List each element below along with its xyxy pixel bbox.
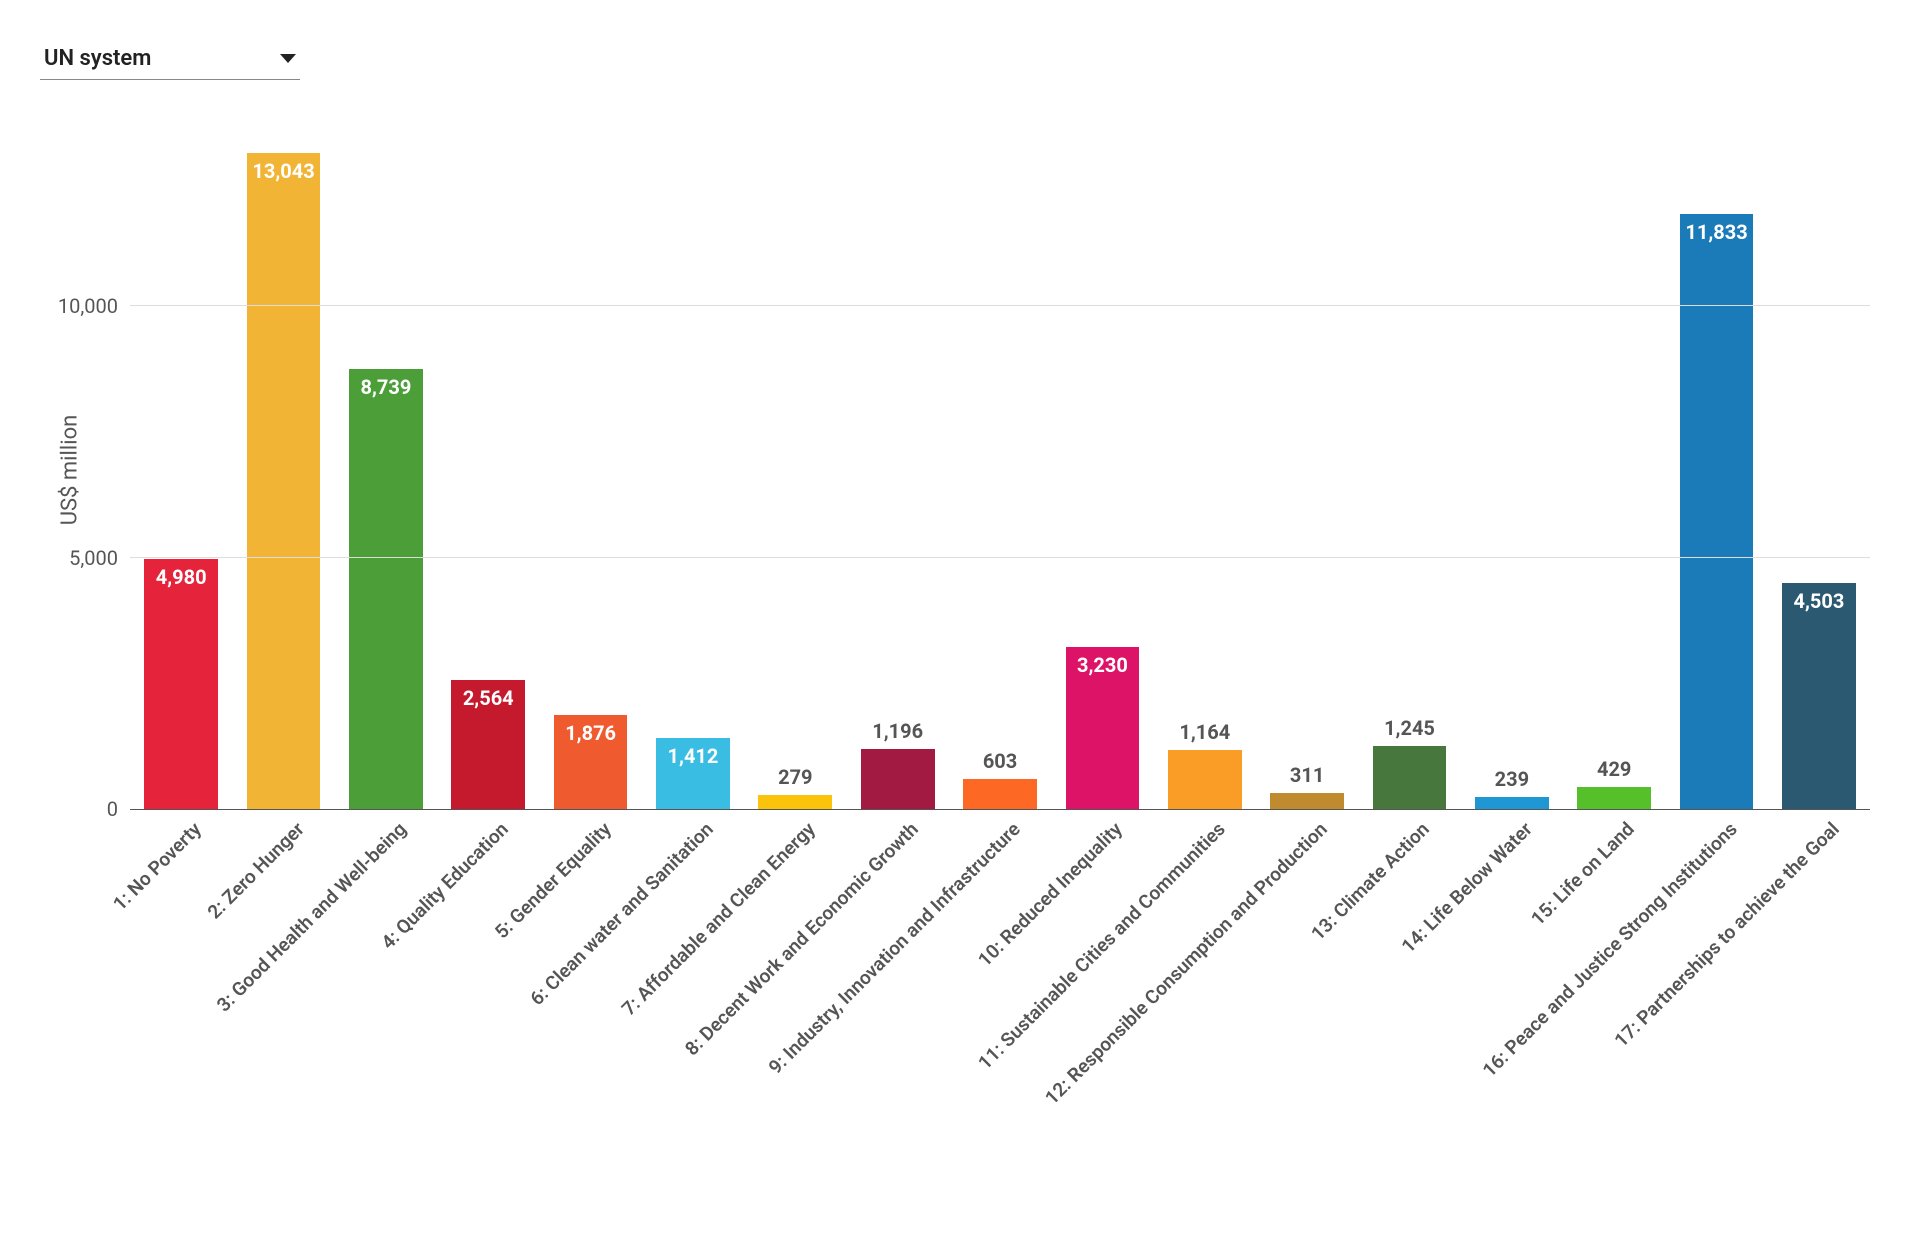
bar-value-label: 11,833 (1685, 220, 1747, 244)
bar-value-label: 429 (1597, 757, 1631, 781)
bar[interactable]: 3,230 (1066, 647, 1140, 809)
bar[interactable]: 1,164 (1168, 750, 1242, 809)
bars-container: 4,9801: No Poverty13,0432: Zero Hunger8,… (130, 130, 1870, 809)
bar-slot: 2,5644: Quality Education (437, 130, 539, 809)
bar-slot: 23914: Life Below Water (1461, 130, 1563, 809)
bar[interactable]: 1,412 (656, 738, 730, 809)
bar-slot: 11,83316: Peace and Justice Strong Insti… (1665, 130, 1767, 809)
bar-value-label: 1,196 (872, 719, 923, 743)
bar-value-label: 2,564 (463, 686, 514, 710)
bar-slot: 6039: Industry, Innovation and Infrastru… (949, 130, 1051, 809)
y-tick-label: 0 (107, 797, 118, 821)
bar-value-label: 603 (983, 749, 1017, 773)
bar[interactable]: 1,196 (861, 749, 935, 809)
bar-value-label: 279 (778, 765, 812, 789)
chevron-down-icon (280, 54, 296, 63)
category-label: 17: Partnerships to achieve the Goal (1609, 817, 1843, 1051)
y-tick-label: 5,000 (69, 546, 118, 570)
bar[interactable]: 239 (1475, 797, 1549, 809)
bar-value-label: 1,164 (1179, 720, 1230, 744)
bar[interactable]: 279 (758, 795, 832, 809)
bar-value-label: 8,739 (360, 375, 411, 399)
bar-slot: 3,23010: Reduced Inequality (1051, 130, 1153, 809)
plot-area: US$ million 4,9801: No Poverty13,0432: Z… (130, 130, 1870, 810)
bar[interactable]: 8,739 (349, 369, 423, 809)
bar-slot: 4,9801: No Poverty (130, 130, 232, 809)
bar-slot: 31112: Responsible Consumption and Produ… (1256, 130, 1358, 809)
bar-value-label: 4,503 (1794, 589, 1845, 613)
bar-value-label: 13,043 (252, 159, 314, 183)
bar[interactable]: 603 (963, 779, 1037, 809)
bar-slot: 42915: Life on Land (1563, 130, 1665, 809)
bar-value-label: 1,876 (565, 721, 616, 745)
category-label: 2: Zero Hunger (202, 817, 308, 923)
bar-value-label: 4,980 (156, 565, 207, 589)
bar[interactable]: 11,833 (1680, 214, 1754, 809)
bar[interactable]: 429 (1577, 787, 1651, 809)
bar[interactable]: 1,876 (554, 715, 628, 809)
bar-value-label: 239 (1495, 767, 1529, 791)
bar[interactable]: 13,043 (247, 153, 321, 809)
bar-slot: 13,0432: Zero Hunger (232, 130, 334, 809)
category-label: 6: Clean water and Sanitation (525, 817, 717, 1009)
bar-slot: 1,24513: Climate Action (1358, 130, 1460, 809)
bar-slot: 2797: Affordable and Clean Energy (744, 130, 846, 809)
bar[interactable]: 1,245 (1373, 746, 1447, 809)
bar-slot: 1,16411: Sustainable Cities and Communit… (1154, 130, 1256, 809)
bar[interactable]: 4,503 (1782, 583, 1856, 809)
bar[interactable]: 4,980 (144, 559, 218, 809)
gridline (130, 557, 1870, 558)
filter-dropdown[interactable]: UN system (40, 40, 300, 80)
bar-slot: 1,1968: Decent Work and Economic Growth (847, 130, 949, 809)
category-label: 1: No Poverty (108, 817, 206, 915)
bar[interactable]: 311 (1270, 793, 1344, 809)
bar-chart: US$ million 4,9801: No Poverty13,0432: Z… (40, 110, 1880, 1210)
category-label: 3: Good Health and Well-being (212, 817, 411, 1016)
bar-value-label: 311 (1290, 763, 1324, 787)
category-label: 15: Life on Land (1526, 817, 1639, 930)
bar[interactable]: 2,564 (451, 680, 525, 809)
bar-slot: 1,4126: Clean water and Sanitation (642, 130, 744, 809)
y-tick-label: 10,000 (58, 294, 118, 318)
bar-value-label: 1,245 (1384, 716, 1435, 740)
gridline (130, 305, 1870, 306)
y-axis-title: US$ million (58, 414, 83, 525)
bar-value-label: 3,230 (1077, 653, 1128, 677)
dropdown-label: UN system (44, 46, 151, 71)
bar-slot: 4,50317: Partnerships to achieve the Goa… (1768, 130, 1870, 809)
bar-slot: 8,7393: Good Health and Well-being (335, 130, 437, 809)
bar-slot: 1,8765: Gender Equality (539, 130, 641, 809)
bar-value-label: 1,412 (668, 744, 719, 768)
category-label: 7: Affordable and Clean Energy (617, 817, 820, 1020)
